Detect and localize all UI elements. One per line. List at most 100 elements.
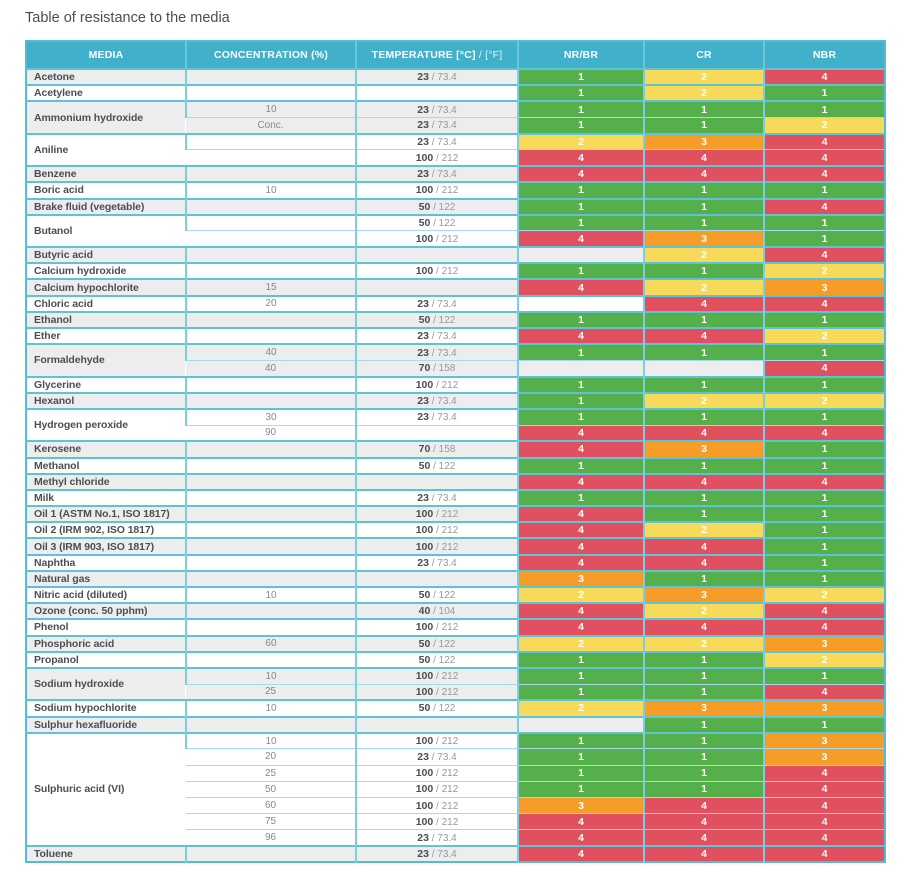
table-row: Nitric acid (diluted) 10 50 / 122 2 3 2 bbox=[26, 585, 885, 604]
rating-cell-cr: 3 bbox=[643, 699, 764, 717]
temperature-cell: 50 / 122 bbox=[355, 213, 518, 231]
temperature-celsius: 100 bbox=[415, 232, 434, 245]
table-row: Calcium hydroxide 100 / 212 1 1 2 bbox=[26, 262, 885, 280]
rating-cell-cr: 3 bbox=[643, 585, 764, 604]
temperature-cell: 50 / 122 bbox=[355, 585, 518, 604]
temperature-cell: 50 / 122 bbox=[355, 197, 518, 215]
temperature-cell bbox=[355, 246, 518, 264]
rating-cell-cr: 4 bbox=[643, 796, 764, 814]
table-header: MEDIA CONCENTRATION (%) TEMPERATURE [°C]… bbox=[26, 41, 885, 69]
rating-cell-nbr: 4 bbox=[763, 780, 885, 798]
rating-cell-nr-br: 1 bbox=[517, 666, 644, 685]
concentration-cell: 96 bbox=[186, 829, 356, 846]
media-cell: Naphtha bbox=[26, 553, 186, 571]
temperature-cell: 100 / 212 bbox=[355, 731, 518, 749]
media-cell: Toluene bbox=[26, 844, 186, 863]
media-cell: Butyric acid bbox=[26, 246, 186, 264]
concentration-cell: 25 bbox=[186, 764, 356, 782]
rating-cell-nr-br: 4 bbox=[517, 440, 644, 458]
temperature-cell: 50 / 122 bbox=[355, 634, 518, 652]
temperature-celsius: 100 bbox=[415, 783, 434, 796]
rating-cell-cr: 1 bbox=[643, 100, 764, 118]
table-row: Ethanol 50 / 122 1 1 1 bbox=[26, 310, 885, 328]
concentration-cell: 10 bbox=[185, 699, 356, 717]
media-cell: Methyl chloride bbox=[26, 472, 186, 490]
concentration-cell: 10 bbox=[185, 181, 356, 199]
rating-cell-nbr: 4 bbox=[763, 197, 885, 215]
rating-cell-nr-br: 1 bbox=[517, 375, 644, 393]
table-row: Boric acid 10 100 / 212 1 1 1 bbox=[26, 181, 885, 199]
rating-cell-nr-br: 1 bbox=[517, 197, 644, 215]
table-row: Methanol 50 / 122 1 1 1 bbox=[26, 456, 885, 474]
rating-cell-cr: 4 bbox=[643, 424, 764, 442]
rating-cell-nbr: 1 bbox=[763, 553, 885, 571]
rating-cell-cr: 4 bbox=[643, 829, 764, 846]
rating-cell-nr-br: 1 bbox=[517, 391, 644, 409]
rating-cell-nr-br: 1 bbox=[517, 731, 644, 749]
media-cell: Acetone bbox=[26, 67, 186, 86]
table-row: Milk 23 / 73.4 1 1 1 bbox=[26, 488, 885, 507]
header-temperature-celsius: TEMPERATURE [°C] bbox=[371, 49, 476, 61]
media-cell: Calcium hypochlorite bbox=[26, 278, 186, 296]
rating-cell-cr: 1 bbox=[643, 569, 764, 587]
rating-cell-nbr: 1 bbox=[763, 213, 885, 231]
temperature-celsius: 100 bbox=[415, 378, 434, 391]
rating-cell-cr: 2 bbox=[643, 246, 764, 264]
temperature-cell: 23 / 73.4 bbox=[355, 326, 518, 345]
media-cell: Oil 1 (ASTM No.1, ISO 1817) bbox=[26, 505, 186, 523]
rating-cell-cr: 1 bbox=[643, 650, 764, 668]
rating-cell-nbr: 4 bbox=[763, 764, 885, 782]
temperature-celsius: 23 bbox=[417, 297, 429, 310]
concentration-cell bbox=[185, 84, 356, 102]
temperature-cell: 23 / 73.4 bbox=[355, 100, 518, 118]
rating-cell-nbr: 1 bbox=[763, 84, 885, 102]
concentration-cell: 15 bbox=[185, 278, 356, 296]
table-row: Methyl chloride 4 4 4 bbox=[26, 472, 885, 490]
temperature-cell: 100 / 212 bbox=[355, 764, 518, 782]
temperature-cell bbox=[355, 424, 518, 442]
temperature-cell: 23 / 73.4 bbox=[355, 294, 518, 312]
table-row: Propanol 50 / 122 1 1 2 bbox=[26, 650, 885, 668]
temperature-cell: 50 / 122 bbox=[355, 650, 518, 668]
media-cell: Phenol bbox=[26, 618, 186, 636]
concentration-cell: 20 bbox=[185, 294, 356, 312]
temperature-celsius: 23 bbox=[417, 119, 429, 132]
rating-cell-nbr: 3 bbox=[763, 748, 885, 766]
temperature-celsius: 50 bbox=[418, 637, 431, 650]
temperature-celsius: 50 bbox=[418, 702, 431, 715]
table-row: Naphtha 23 / 73.4 4 4 1 bbox=[26, 553, 885, 571]
page-title: Table of resistance to the media bbox=[25, 10, 230, 26]
rating-cell-cr: 1 bbox=[643, 764, 764, 782]
rating-cell-nbr: 1 bbox=[763, 343, 885, 361]
rating-cell-nr-br: 2 bbox=[517, 634, 644, 652]
temperature-cell: 100 / 212 bbox=[355, 666, 518, 685]
rating-cell-cr: 4 bbox=[643, 813, 764, 830]
rating-cell-cr: 1 bbox=[643, 407, 764, 426]
media-cell: Sulphur hexafluoride bbox=[26, 715, 186, 733]
rating-cell-nr-br: 2 bbox=[517, 132, 644, 150]
rating-cell-nr-br: 1 bbox=[517, 67, 644, 86]
header-temperature: TEMPERATURE [°C] / [°F] bbox=[355, 41, 518, 69]
rating-cell-nbr: 2 bbox=[763, 262, 885, 280]
temperature-cell: 23 / 73.4 bbox=[355, 165, 518, 183]
table-row: 20 23 / 73.4 1 1 3 bbox=[26, 748, 885, 766]
media-cell: Phosphoric acid bbox=[26, 634, 186, 652]
temperature-celsius: 50 bbox=[418, 217, 431, 230]
rating-cell-cr: 2 bbox=[643, 521, 764, 539]
temperature-cell: 23 / 73.4 bbox=[355, 844, 518, 863]
concentration-cell: 40 bbox=[186, 359, 356, 377]
temperature-cell: 23 / 73.4 bbox=[355, 343, 518, 361]
temperature-celsius: 23 bbox=[417, 411, 429, 424]
table-row: Ozone (conc. 50 pphm) 40 / 104 4 2 4 bbox=[26, 602, 885, 620]
rating-cell-cr: 3 bbox=[643, 230, 764, 248]
temperature-celsius: 100 bbox=[415, 685, 434, 698]
temperature-cell: 100 / 212 bbox=[355, 262, 518, 280]
table-row: Hexanol 23 / 73.4 1 2 2 bbox=[26, 391, 885, 409]
concentration-cell: 50 bbox=[186, 780, 356, 798]
resistance-table: MEDIA CONCENTRATION (%) TEMPERATURE [°C]… bbox=[25, 40, 886, 864]
resistance-table-body: Acetone 23 / 73.4 1 2 4 Acetylene 1 2 1 Ammonium … bbox=[26, 67, 885, 863]
temperature-cell: 23 / 73.4 bbox=[355, 488, 518, 507]
rating-cell-cr: 2 bbox=[643, 602, 764, 620]
concentration-cell: 25 bbox=[186, 683, 356, 701]
rating-cell-cr: 1 bbox=[643, 117, 764, 134]
